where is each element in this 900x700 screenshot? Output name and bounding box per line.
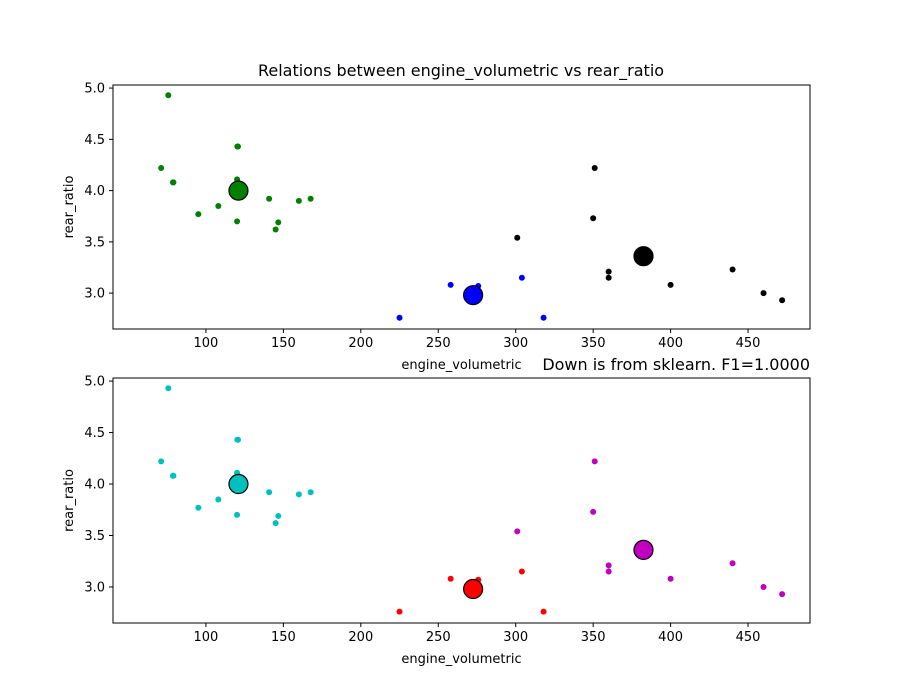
data-point <box>165 92 172 99</box>
axes-frame <box>112 377 811 624</box>
data-point <box>540 314 547 321</box>
data-point <box>591 458 598 465</box>
data-point <box>729 560 736 567</box>
y-axis-label: rear_ratio <box>62 469 77 532</box>
data-point <box>307 489 314 496</box>
data-point <box>779 297 786 304</box>
x-tick-label: 450 <box>736 630 761 645</box>
data-point <box>195 211 202 218</box>
data-point <box>266 489 273 496</box>
x-tick-label: 450 <box>736 336 761 351</box>
y-tick-label: 3.0 <box>84 287 105 302</box>
chart-title: Relations between engine_volumetric vs r… <box>258 61 664 81</box>
data-point <box>272 520 279 527</box>
x-tick-label: 200 <box>348 630 373 645</box>
centroid-marker <box>463 578 484 600</box>
data-point <box>215 202 222 209</box>
data-point <box>307 195 314 202</box>
x-tick-label: 300 <box>503 630 528 645</box>
data-point <box>272 226 279 233</box>
y-tick-label: 4.5 <box>84 133 105 148</box>
data-point <box>667 575 674 582</box>
data-point <box>605 568 612 575</box>
x-tick-label: 200 <box>348 336 373 351</box>
data-point <box>165 385 172 392</box>
y-tick-label: 3.5 <box>84 235 105 250</box>
x-tick-label: 350 <box>581 630 606 645</box>
x-tick-label: 100 <box>194 336 219 351</box>
centroid-marker <box>633 246 654 267</box>
data-point <box>158 458 165 465</box>
data-point <box>447 281 454 288</box>
x-tick-label: 250 <box>426 336 451 351</box>
axes-frame <box>112 84 811 330</box>
data-point <box>215 496 222 503</box>
data-point <box>234 218 241 225</box>
centroid-marker <box>228 473 249 495</box>
data-point <box>275 512 282 519</box>
x-tick-label: 150 <box>271 630 296 645</box>
data-point <box>605 562 612 569</box>
x-tick-label: 150 <box>271 336 296 351</box>
y-tick-label: 4.0 <box>84 184 105 199</box>
y-tick-label: 3.0 <box>84 580 105 595</box>
centroid-marker <box>228 180 249 201</box>
data-point <box>605 268 612 275</box>
data-point <box>760 583 767 590</box>
data-point <box>590 508 597 515</box>
data-point <box>514 528 521 535</box>
data-point <box>760 290 767 297</box>
data-point <box>667 281 674 288</box>
data-point <box>518 274 525 281</box>
data-point <box>170 472 177 479</box>
data-point <box>170 179 177 186</box>
x-tick-label: 250 <box>426 630 451 645</box>
centroid-marker <box>463 285 484 306</box>
x-tick-label: 350 <box>581 336 606 351</box>
data-point <box>295 197 302 204</box>
x-tick-label: 100 <box>194 630 219 645</box>
data-point <box>729 266 736 273</box>
data-point <box>591 165 598 172</box>
y-tick-label: 3.5 <box>84 529 105 544</box>
data-point <box>514 234 521 241</box>
data-point <box>540 608 547 615</box>
data-point <box>295 491 302 498</box>
data-point <box>396 608 403 615</box>
y-tick-label: 4.0 <box>84 478 105 493</box>
y-tick-label: 5.0 <box>84 375 105 390</box>
x-tick-label: 400 <box>658 630 683 645</box>
data-point <box>447 575 454 582</box>
data-point <box>234 511 241 518</box>
x-tick-label: 300 <box>503 336 528 351</box>
data-point <box>234 436 241 443</box>
data-point <box>234 143 241 150</box>
x-tick-label: 400 <box>658 336 683 351</box>
data-point <box>518 568 525 575</box>
centroid-marker <box>633 539 654 561</box>
data-point <box>779 591 786 598</box>
x-axis-label: engine_volumetric <box>401 358 521 373</box>
data-point <box>158 165 165 172</box>
y-axis-label: rear_ratio <box>62 176 77 239</box>
data-point <box>195 504 202 511</box>
chart-title: Down is from sklearn. F1=1.0000 <box>542 355 810 374</box>
y-tick-label: 4.5 <box>84 426 105 441</box>
x-axis-label: engine_volumetric <box>401 652 521 667</box>
data-point <box>275 219 282 226</box>
y-tick-label: 5.0 <box>84 82 105 97</box>
data-point <box>605 274 612 281</box>
data-point <box>266 195 273 202</box>
data-point <box>396 314 403 321</box>
data-point <box>590 215 597 222</box>
